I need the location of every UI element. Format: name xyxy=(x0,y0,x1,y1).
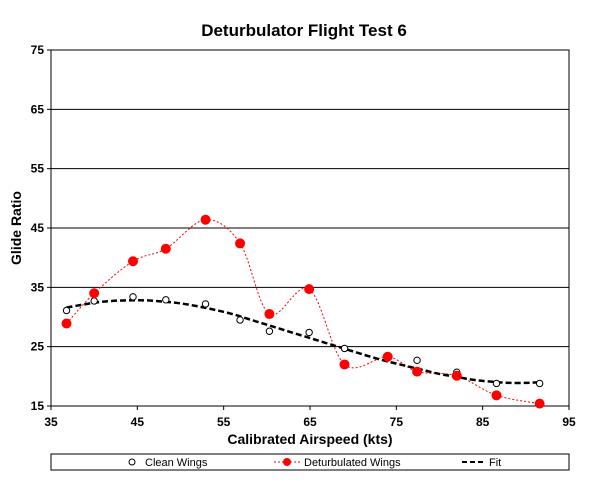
deturbulated-wings-point xyxy=(534,398,545,409)
deturbulated-wings-point xyxy=(451,370,462,381)
x-tick-label: 65 xyxy=(303,415,317,429)
deturbulated-wings-point xyxy=(412,366,423,377)
clean-wings-point xyxy=(62,306,71,315)
legend-clean-marker xyxy=(128,458,136,466)
series-layer xyxy=(61,214,545,409)
deturbulated-wings-point xyxy=(235,238,246,249)
legend-items: Clean Wings Deturbulated Wings Fit xyxy=(128,457,501,469)
x-tick-label: 75 xyxy=(390,415,404,429)
deturbulated-wings-line xyxy=(66,219,540,405)
x-tick-label: 35 xyxy=(44,415,58,429)
clean-wings-point xyxy=(236,316,244,324)
deturbulated-wings-point xyxy=(200,214,211,225)
legend xyxy=(50,453,570,471)
deturbulated-wings-point xyxy=(304,284,315,295)
deturbulated-wings-point xyxy=(128,256,139,267)
clean-wings-point xyxy=(162,296,170,304)
clean-wings-point xyxy=(340,344,349,353)
y-tick-label: 75 xyxy=(31,43,45,57)
legend-fit-label: Fit xyxy=(489,457,501,469)
deturbulated-wings-point xyxy=(61,318,72,329)
y-tick-label: 25 xyxy=(31,340,45,354)
x-tick-label: 45 xyxy=(131,415,145,429)
y-tick-label: 65 xyxy=(31,102,45,116)
fit-line xyxy=(66,299,540,385)
clean-wings-point xyxy=(305,328,313,337)
clean-wings-point xyxy=(129,293,137,301)
x-axis-ticks: 35 45 55 65 75 85 95 xyxy=(44,406,576,429)
clean-wings-point xyxy=(201,300,210,308)
clean-wings-point xyxy=(492,379,501,388)
clean-wings-point xyxy=(535,379,544,388)
y-tick-label: 45 xyxy=(31,221,45,235)
clean-wings-point xyxy=(265,327,274,335)
legend-deturbulated-marker xyxy=(283,458,291,466)
deturbulated-wings-point xyxy=(89,288,100,299)
x-tick-label: 85 xyxy=(476,415,490,429)
chart-title: Deturbulator Flight Test 6 xyxy=(201,21,407,40)
deturbulated-wings-point xyxy=(264,309,275,320)
deturbulated-wings-point xyxy=(160,243,171,254)
y-tick-label: 35 xyxy=(31,280,45,294)
legend-clean-label: Clean Wings xyxy=(145,457,208,469)
y-tick-label: 15 xyxy=(31,399,45,413)
deturbulated-wings-point xyxy=(491,390,502,401)
y-axis-ticks: 15 25 35 45 55 65 75 xyxy=(31,43,51,413)
clean-wings-point xyxy=(413,356,421,365)
x-axis-label: Calibrated Airspeed (kts) xyxy=(227,431,392,447)
deturbulated-wings-point xyxy=(382,351,393,362)
y-tick-label: 55 xyxy=(31,162,45,176)
deturbulated-wings-point xyxy=(339,359,350,370)
x-tick-label: 95 xyxy=(562,415,576,429)
y-axis-label: Glide Ratio xyxy=(8,191,24,265)
clean-wings-point xyxy=(90,297,98,305)
x-tick-label: 55 xyxy=(217,415,231,429)
legend-deturbulated-label: Deturbulated Wings xyxy=(304,457,401,469)
